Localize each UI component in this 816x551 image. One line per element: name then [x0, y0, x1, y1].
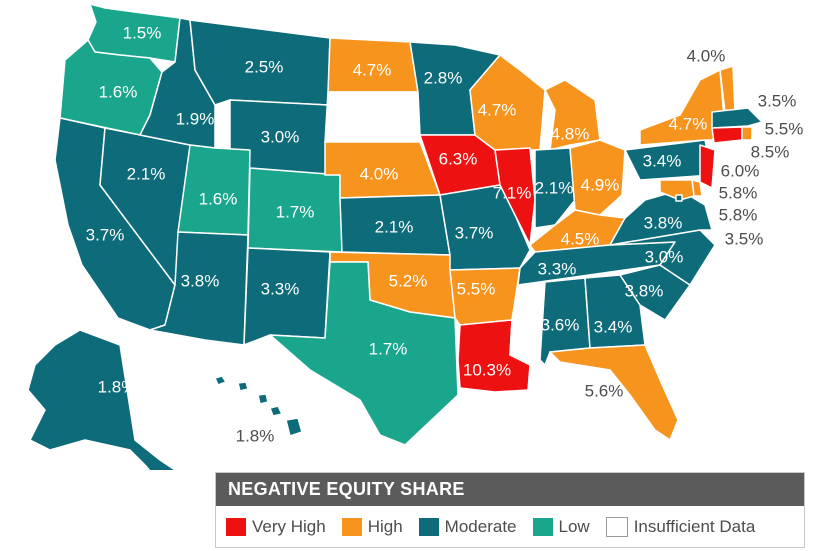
high-swatch-icon — [341, 518, 362, 536]
value-label-PA: 3.4% — [643, 151, 682, 170]
value-label-NM: 3.3% — [261, 279, 300, 298]
value-label-CT: 8.5% — [751, 142, 790, 161]
value-label-RI: 5.5% — [765, 119, 804, 138]
value-label-KY: 4.5% — [561, 229, 600, 248]
value-label-MD: 5.8% — [719, 205, 758, 224]
value-label-SC: 3.8% — [625, 281, 664, 300]
legend-title: NEGATIVE EQUITY SHARE — [216, 473, 804, 506]
low-swatch-icon — [532, 518, 553, 536]
legend-label-very-high: Very High — [252, 517, 326, 536]
value-label-MN: 2.8% — [424, 68, 463, 87]
value-label-AL: 3.6% — [541, 315, 580, 334]
value-label-NY: 4.7% — [669, 114, 708, 133]
value-label-AK: 1.8% — [98, 377, 137, 396]
value-label-IL: 7.1% — [493, 183, 532, 202]
value-label-NE: 4.0% — [360, 164, 399, 183]
state-shape-RI — [741, 126, 753, 141]
state-shape-CT — [711, 126, 743, 144]
value-label-LA: 10.3% — [463, 360, 511, 379]
value-label-MI: 4.8% — [551, 124, 590, 143]
legend-label-moderate: Moderate — [444, 517, 517, 536]
legend-item-moderate: Moderate — [418, 517, 517, 537]
legend-label-high: High — [367, 517, 403, 536]
value-label-VT: 4.0% — [687, 46, 726, 65]
state-shape-HI — [214, 375, 303, 437]
state-shape-NJ — [699, 144, 716, 189]
value-label-OR: 1.6% — [99, 82, 138, 101]
value-label-DE: 5.8% — [719, 183, 758, 202]
moderate-swatch-icon — [418, 518, 439, 536]
value-label-CO: 1.7% — [276, 202, 315, 221]
value-label-WY: 3.0% — [261, 127, 300, 146]
legend-item-insufficient-data: Insufficient Data — [605, 517, 756, 537]
value-label-WA: 1.5% — [123, 23, 162, 42]
value-label-MO: 3.7% — [455, 223, 494, 242]
legend-items: Very High High Moderate Low Insufficient… — [216, 506, 804, 548]
value-label-OH: 4.9% — [581, 175, 620, 194]
value-label-CA: 3.7% — [86, 225, 125, 244]
state-shapes — [27, 3, 791, 470]
state-shape-IN — [534, 147, 576, 229]
state-shape-SC — [619, 264, 691, 321]
value-label-MT: 2.5% — [245, 57, 284, 76]
state-shape-MA — [711, 107, 763, 129]
us-map: 1.5% 1.6% 3.7% 2.1% 1.9% 2.5% 3.0% 1.6% … — [27, 3, 804, 470]
state-shape-WV — [621, 174, 661, 219]
state-shape-MS — [509, 281, 546, 361]
legend-item-high: High — [341, 517, 403, 537]
value-label-OK: 5.2% — [389, 271, 428, 290]
legend-label-low: Low — [558, 517, 590, 536]
state-shape-DC — [675, 194, 683, 202]
value-label-TN: 3.3% — [538, 259, 577, 278]
state-shape-GA — [584, 274, 646, 349]
legend-label-insufficient-data: Insufficient Data — [633, 517, 756, 536]
value-label-IA: 6.3% — [439, 149, 478, 168]
value-label-HI: 1.8% — [236, 426, 275, 445]
value-label-KS: 2.1% — [375, 217, 414, 236]
state-shape-FL — [549, 344, 679, 441]
value-label-NC: 3.0% — [645, 247, 684, 266]
value-label-UT: 1.6% — [199, 189, 238, 208]
value-label-AR: 5.5% — [457, 279, 496, 298]
legend-item-low: Low — [532, 517, 590, 537]
value-label-NJ: 6.0% — [721, 161, 760, 180]
state-shape-TX — [269, 261, 459, 446]
state-shape-VA — [609, 189, 713, 246]
legend-item-very-high: Very High — [226, 517, 326, 537]
very-high-swatch-icon — [226, 518, 246, 536]
value-labels: 1.5% 1.6% 3.7% 2.1% 1.9% 2.5% 3.0% 1.6% … — [86, 23, 804, 445]
value-label-TX: 1.7% — [369, 339, 408, 358]
state-shape-MI — [544, 79, 601, 151]
legend: NEGATIVE EQUITY SHARE Very High High Mod… — [215, 472, 805, 548]
state-shape-MD — [659, 179, 695, 201]
value-label-WI: 4.7% — [478, 100, 517, 119]
state-shape-AK — [27, 329, 177, 470]
value-label-DC: 3.5% — [725, 229, 764, 248]
value-label-ND: 4.7% — [353, 60, 392, 79]
value-label-VA: 3.8% — [644, 213, 683, 232]
value-label-MA: 3.5% — [758, 91, 797, 110]
value-label-ID: 1.9% — [176, 109, 215, 128]
value-label-FL: 5.6% — [585, 381, 624, 400]
value-label-AZ: 3.8% — [181, 271, 220, 290]
state-shape-SD — [324, 91, 421, 143]
state-shape-WI — [469, 54, 546, 151]
insufficient-data-swatch-icon — [605, 517, 628, 537]
state-shape-ME — [739, 7, 791, 101]
value-label-IN: 2.1% — [535, 178, 574, 197]
value-label-GA: 3.4% — [594, 317, 633, 336]
value-label-NV: 2.1% — [127, 164, 166, 183]
